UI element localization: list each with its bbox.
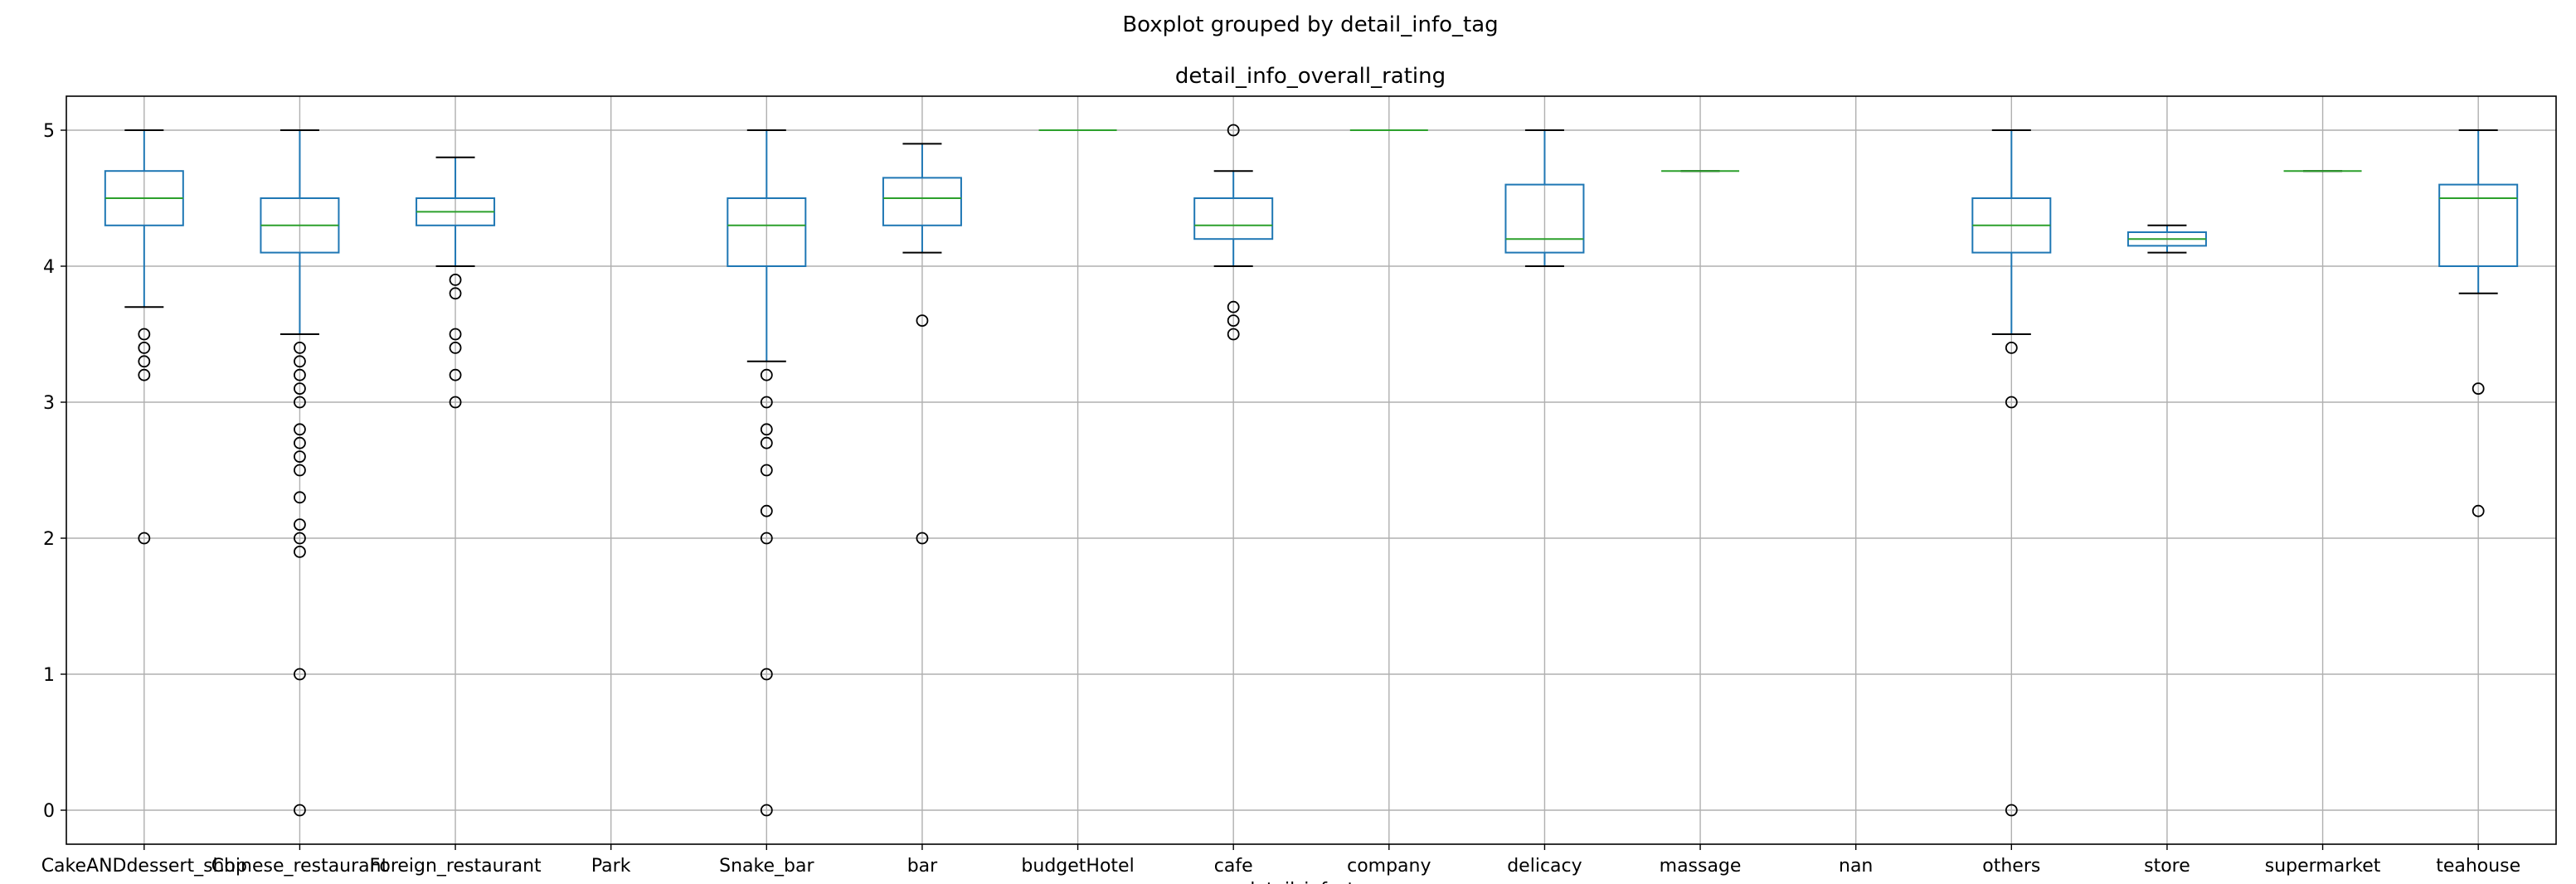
iqr-box bbox=[2438, 183, 2519, 268]
outlier-point bbox=[2005, 341, 2018, 354]
outlier-point bbox=[760, 668, 773, 681]
box-Chinese_restaurant bbox=[260, 129, 340, 817]
box-Snake_bar bbox=[727, 129, 807, 817]
outlier-point bbox=[294, 355, 306, 368]
y-tick-label: 5 bbox=[43, 121, 55, 142]
outlier-point bbox=[294, 532, 306, 545]
x-tick-label: CakeANDdessert_shop bbox=[41, 856, 247, 877]
outlier-point bbox=[294, 382, 306, 396]
y-tick-label: 2 bbox=[43, 529, 55, 550]
axes-title: detail_info_overall_rating bbox=[1175, 64, 1446, 89]
box-cafe bbox=[1193, 124, 1274, 341]
y-tick-label: 0 bbox=[43, 801, 55, 822]
x-tick-label: teahouse bbox=[2436, 856, 2520, 877]
x-tick-label: others bbox=[1982, 856, 2040, 877]
outlier-point bbox=[449, 287, 462, 300]
outlier-point bbox=[760, 423, 773, 436]
outlier-point bbox=[2005, 396, 2018, 409]
x-tick-label: Foreign_restaurant bbox=[369, 856, 542, 877]
box-others bbox=[1971, 129, 2052, 817]
outlier-point bbox=[1227, 328, 1240, 341]
x-tick-label: cafe bbox=[1214, 856, 1253, 877]
iqr-box bbox=[1504, 183, 1585, 254]
outlier-point bbox=[294, 518, 306, 531]
x-tick-label: Snake_bar bbox=[719, 856, 814, 877]
box-teahouse bbox=[2438, 129, 2519, 517]
outlier-point bbox=[760, 804, 773, 817]
outlier-point bbox=[138, 355, 151, 368]
y-tick-label: 1 bbox=[43, 665, 55, 686]
grid-lines bbox=[66, 96, 2556, 844]
x-tick-label: Chinese_restaurant bbox=[211, 856, 389, 877]
box-store bbox=[2126, 224, 2207, 254]
x-tick-label: bar bbox=[907, 856, 938, 877]
outlier-point bbox=[916, 314, 929, 328]
outlier-point bbox=[2005, 804, 2018, 817]
outlier-point bbox=[294, 423, 306, 436]
x-tick-label: Park bbox=[591, 856, 631, 877]
outlier-point bbox=[449, 396, 462, 409]
outlier-point bbox=[760, 504, 773, 517]
x-axis-ticks: CakeANDdessert_shopChinese_restaurantFor… bbox=[41, 844, 2520, 877]
outlier-point bbox=[760, 368, 773, 381]
outlier-point bbox=[1227, 300, 1240, 313]
box-Foreign_restaurant bbox=[416, 156, 496, 409]
outlier-point bbox=[2472, 382, 2485, 396]
outlier-point bbox=[2472, 504, 2485, 517]
outlier-point bbox=[449, 328, 462, 341]
outlier-point bbox=[449, 273, 462, 286]
x-tick-label: store bbox=[2144, 856, 2190, 877]
outlier-point bbox=[294, 396, 306, 409]
y-axis-ticks: 0 1 2 3 4 5 bbox=[43, 121, 66, 822]
outlier-point bbox=[294, 464, 306, 477]
x-tick-label: budgetHotel bbox=[1021, 856, 1134, 877]
box-CakeANDdessert_shop bbox=[104, 129, 184, 545]
x-tick-label: supermarket bbox=[2265, 856, 2381, 877]
x-tick-label: massage bbox=[1660, 856, 1742, 877]
outlier-point bbox=[760, 532, 773, 545]
outlier-point bbox=[138, 341, 151, 354]
outlier-point bbox=[138, 368, 151, 381]
outlier-point bbox=[294, 450, 306, 463]
box-delicacy bbox=[1504, 129, 1585, 267]
x-tick-label: delicacy bbox=[1507, 856, 1582, 877]
y-tick-label: 3 bbox=[43, 393, 55, 414]
outlier-point bbox=[294, 368, 306, 381]
x-axis-label: detail_info_tag bbox=[1243, 880, 1377, 884]
x-tick-label: company bbox=[1347, 856, 1431, 877]
outlier-point bbox=[294, 341, 306, 354]
iqr-box bbox=[882, 177, 962, 226]
outlier-point bbox=[449, 341, 462, 354]
outlier-point bbox=[760, 464, 773, 477]
axes-frame bbox=[66, 95, 2557, 845]
outlier-point bbox=[294, 546, 306, 558]
boxes bbox=[104, 124, 2519, 817]
outlier-point bbox=[294, 668, 306, 681]
outlier-point bbox=[294, 804, 306, 817]
outlier-point bbox=[294, 436, 306, 449]
outlier-point bbox=[138, 532, 151, 545]
outlier-point bbox=[294, 491, 306, 504]
outlier-point bbox=[138, 328, 151, 341]
figure-suptitle: Boxplot grouped by detail_info_tag bbox=[1122, 12, 1498, 37]
outlier-point bbox=[916, 532, 929, 545]
y-tick-label: 4 bbox=[43, 257, 55, 278]
box-bar bbox=[882, 143, 962, 545]
outlier-point bbox=[760, 396, 773, 409]
iqr-box bbox=[1193, 197, 1274, 240]
outlier-point bbox=[449, 368, 462, 381]
outlier-point bbox=[760, 436, 773, 449]
iqr-box bbox=[727, 197, 807, 267]
outlier-point bbox=[1227, 314, 1240, 328]
outlier-point bbox=[1227, 124, 1240, 137]
x-tick-label: nan bbox=[1839, 856, 1873, 877]
